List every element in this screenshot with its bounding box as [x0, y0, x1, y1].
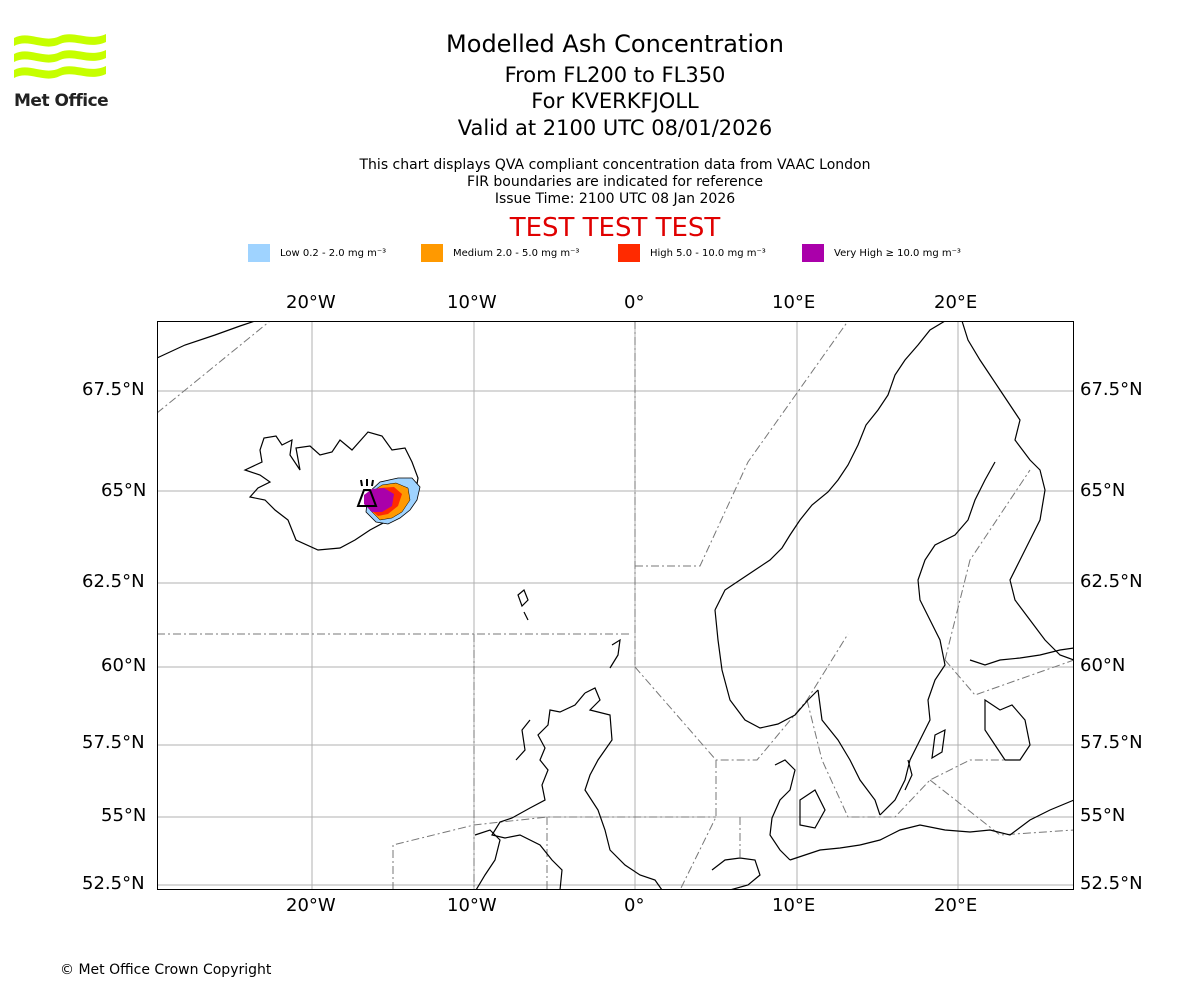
- met-office-logo-waves: [14, 34, 106, 79]
- met-office-logo: [14, 30, 106, 90]
- lon-tick-bottom-0: 0°: [624, 895, 645, 916]
- copyright-notice: © Met Office Crown Copyright: [60, 962, 272, 978]
- legend-swatch-low: [248, 244, 270, 262]
- lon-tick-bottom-10w: 10°W: [447, 895, 497, 916]
- compliance-note: This chart displays QVA compliant concen…: [359, 157, 871, 173]
- legend-label-very-high: Very High ≥ 10.0 mg m⁻³: [834, 247, 961, 259]
- issue-time: Issue Time: 2100 UTC 08 Jan 2026: [494, 191, 736, 207]
- met-office-logo-text: Met Office: [14, 91, 109, 111]
- legend-swatch-high: [618, 244, 640, 262]
- valid-time: Valid at 2100 UTC 08/01/2026: [457, 116, 773, 140]
- test-banner: TEST TEST TEST: [509, 213, 721, 243]
- legend-item-very-high: Very High ≥ 10.0 mg m⁻³: [802, 244, 961, 262]
- lat-tick-left-65: 65°N: [101, 480, 147, 501]
- legend-swatch-very-high: [802, 244, 824, 262]
- volcano-name: For KVERKFJOLL: [531, 89, 699, 113]
- fir-boundaries: [157, 321, 1074, 890]
- lat-tick-right-60: 60°N: [1080, 655, 1126, 676]
- lon-tick-bottom-20e: 20°E: [934, 895, 978, 916]
- lon-tick-bottom-20w: 20°W: [286, 895, 336, 916]
- lon-tick-top-10w: 10°W: [447, 292, 497, 313]
- lat-tick-left-57-5: 57.5°N: [82, 732, 145, 753]
- lat-tick-right-55: 55°N: [1080, 805, 1126, 826]
- legend-label-low: Low 0.2 - 2.0 mg m⁻³: [280, 247, 387, 259]
- lon-tick-top-10e: 10°E: [772, 292, 816, 313]
- lat-tick-left-62-5: 62.5°N: [82, 571, 145, 592]
- lat-tick-right-52-5: 52.5°N: [1080, 873, 1143, 894]
- flight-level-range: From FL200 to FL350: [504, 63, 726, 87]
- lat-tick-right-65: 65°N: [1080, 480, 1126, 501]
- lat-tick-right-62-5: 62.5°N: [1080, 571, 1143, 592]
- chart-title: Modelled Ash Concentration: [446, 30, 784, 58]
- lat-tick-left-60: 60°N: [101, 655, 147, 676]
- lat-tick-left-52-5: 52.5°N: [82, 873, 145, 894]
- fir-note: FIR boundaries are indicated for referen…: [467, 174, 763, 190]
- lon-tick-top-20e: 20°E: [934, 292, 978, 313]
- graticule: [157, 321, 1074, 890]
- map-frame: [157, 321, 1074, 890]
- legend-swatch-medium: [421, 244, 443, 262]
- lat-tick-left-55: 55°N: [101, 805, 147, 826]
- legend-label-high: High 5.0 - 10.0 mg m⁻³: [650, 247, 766, 259]
- legend-item-medium: Medium 2.0 - 5.0 mg m⁻³: [421, 244, 579, 262]
- lon-tick-top-20w: 20°W: [286, 292, 336, 313]
- legend-item-low: Low 0.2 - 2.0 mg m⁻³: [248, 244, 386, 262]
- lat-tick-left-67-5: 67.5°N: [82, 379, 145, 400]
- legend-item-high: High 5.0 - 10.0 mg m⁻³: [618, 244, 766, 262]
- lon-tick-top-0: 0°: [624, 292, 645, 313]
- lon-tick-bottom-10e: 10°E: [772, 895, 816, 916]
- map-panel: [157, 321, 1074, 890]
- lat-tick-right-57-5: 57.5°N: [1080, 732, 1143, 753]
- legend-label-medium: Medium 2.0 - 5.0 mg m⁻³: [453, 247, 580, 259]
- volcano-icon: [356, 479, 378, 507]
- coastlines: [157, 321, 1074, 890]
- lat-tick-right-67-5: 67.5°N: [1080, 379, 1143, 400]
